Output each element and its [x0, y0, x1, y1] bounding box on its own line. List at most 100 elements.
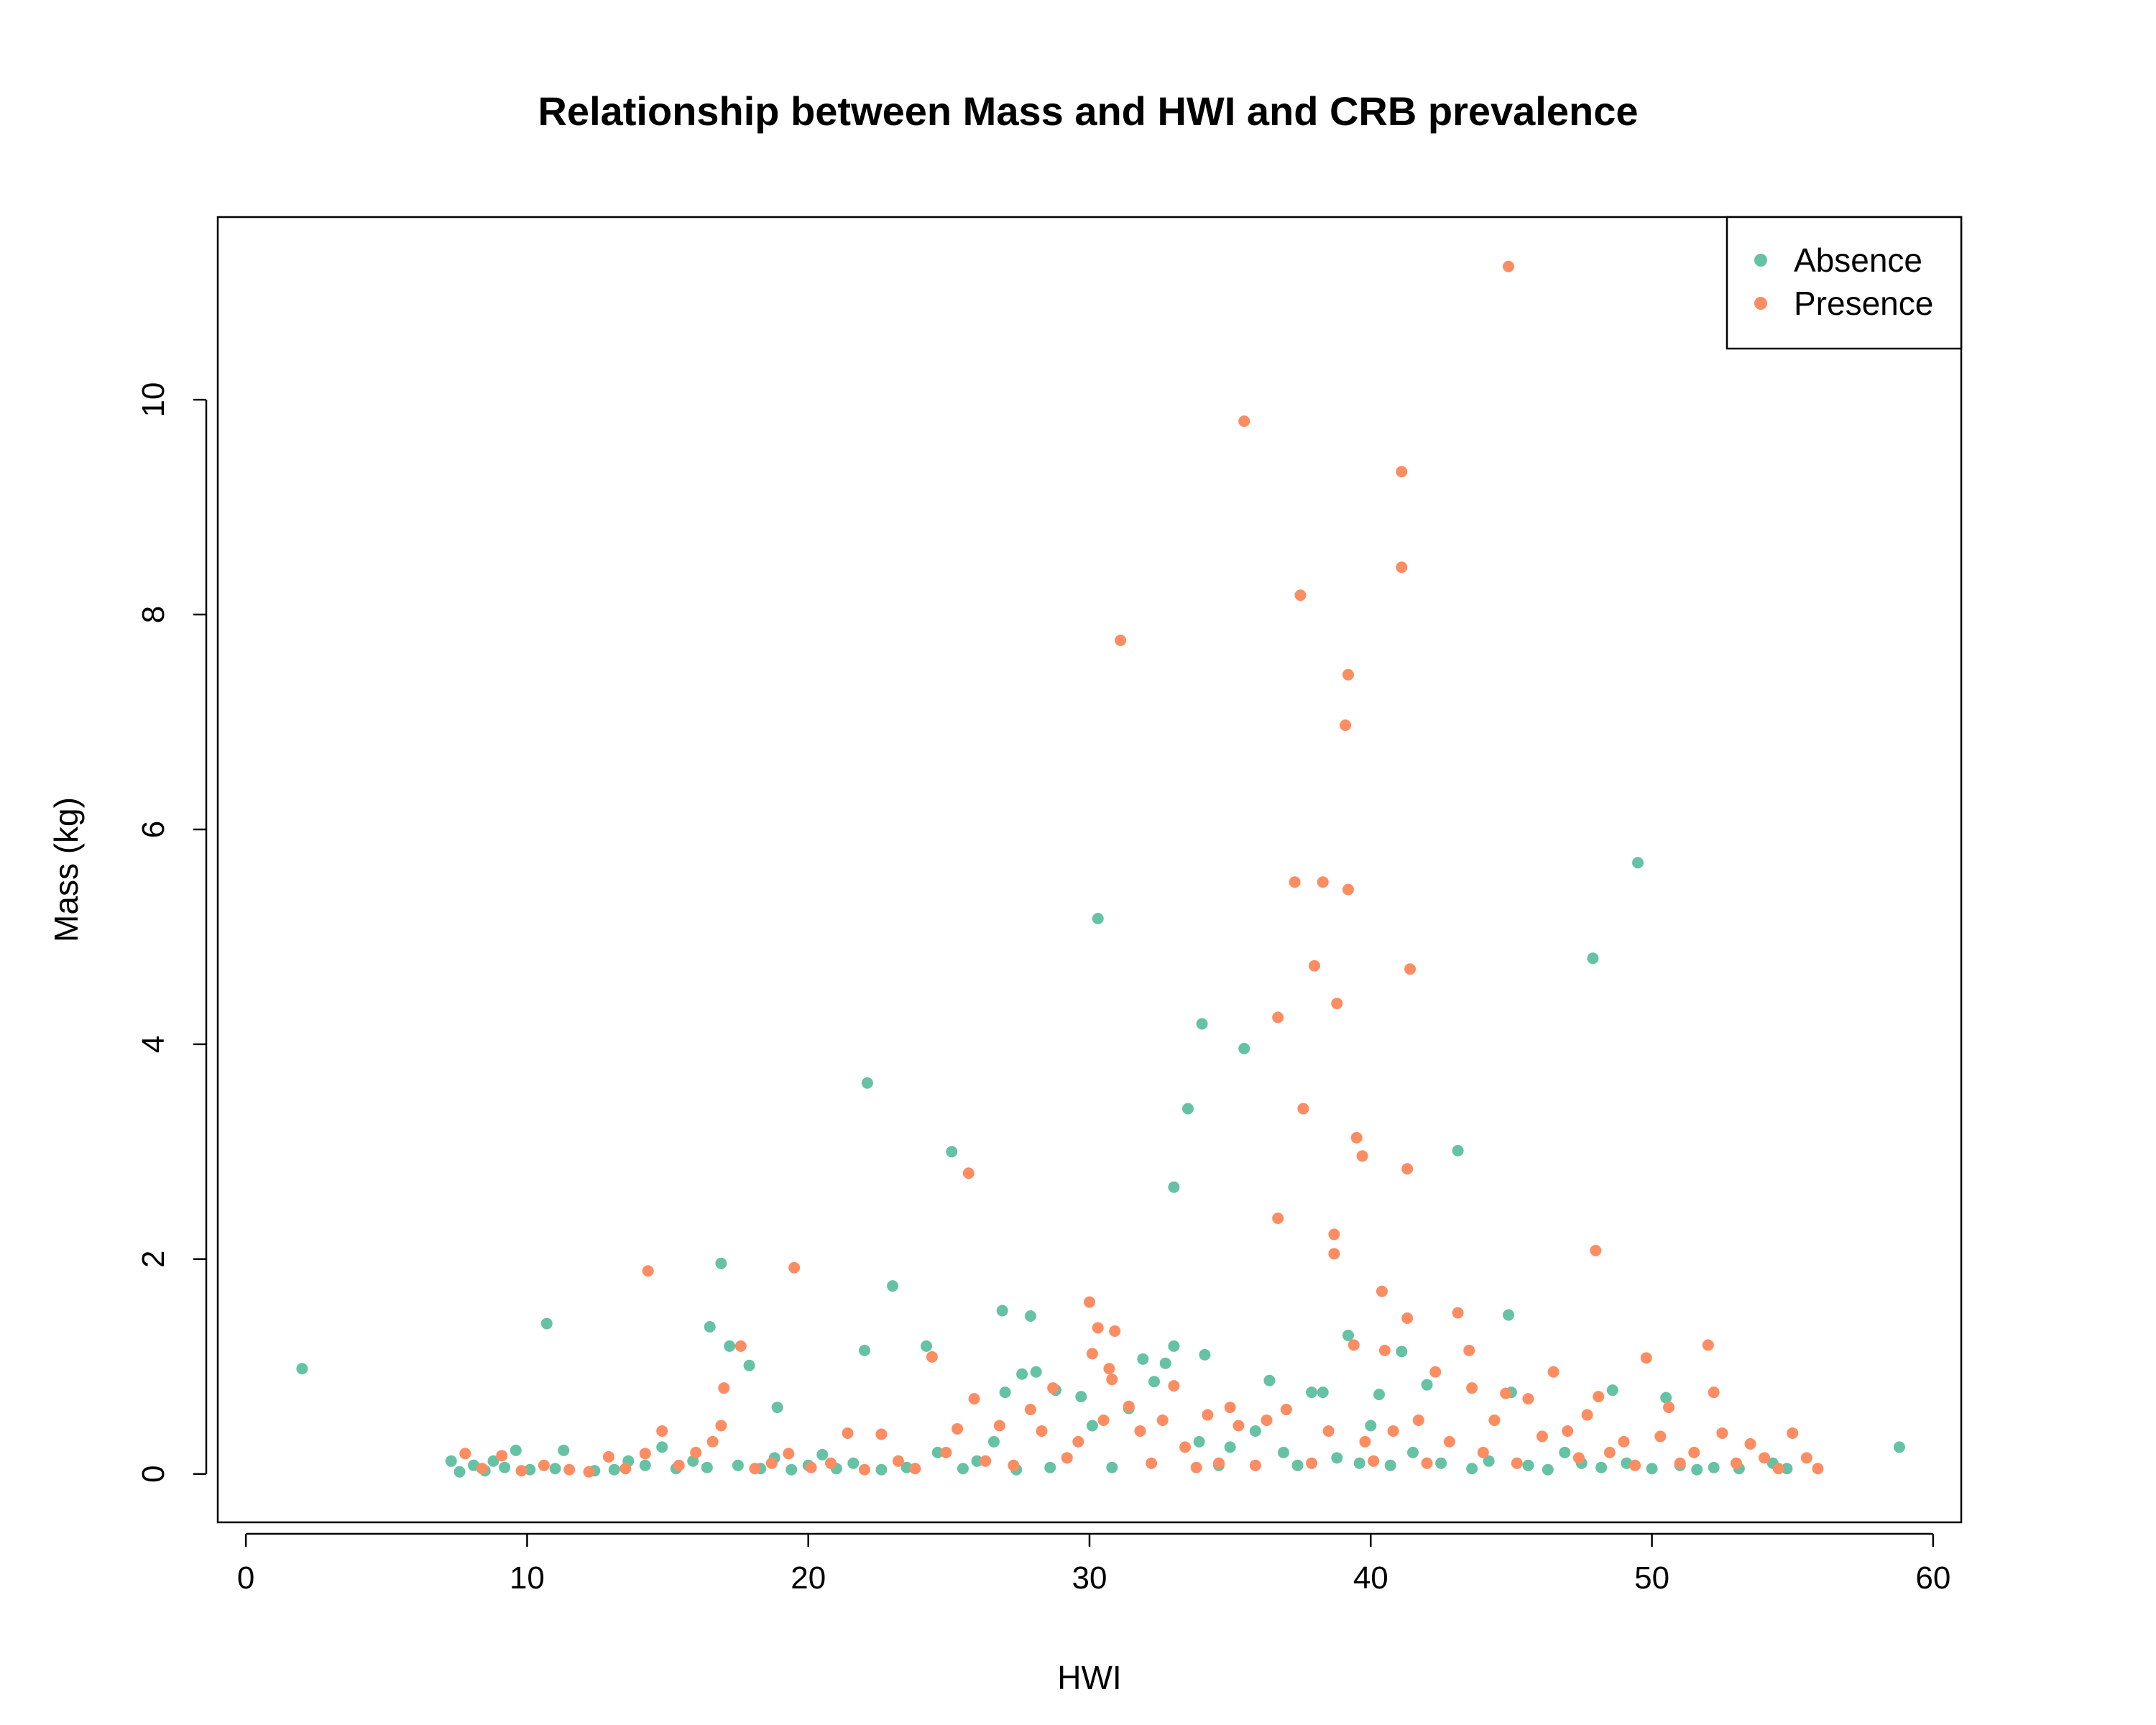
point-presence: [1179, 1441, 1192, 1453]
point-absence: [1406, 1446, 1419, 1458]
point-absence: [1086, 1420, 1098, 1432]
point-presence: [1629, 1459, 1641, 1471]
point-absence: [858, 1344, 870, 1356]
point-presence: [1092, 1322, 1104, 1334]
point-presence: [1800, 1452, 1812, 1464]
legend-marker-presence: [1754, 297, 1767, 310]
point-absence: [1893, 1441, 1905, 1453]
point-presence: [1463, 1344, 1475, 1356]
point-presence: [1443, 1435, 1455, 1448]
point-presence: [842, 1427, 854, 1439]
point-presence: [1787, 1427, 1799, 1439]
point-absence: [453, 1466, 466, 1478]
point-absence: [987, 1435, 1000, 1448]
point-absence: [549, 1463, 561, 1475]
point-absence: [1331, 1452, 1343, 1464]
point-absence: [1542, 1463, 1554, 1476]
point-presence: [1306, 1457, 1318, 1469]
data-points: [296, 260, 1905, 1478]
point-presence: [1224, 1402, 1236, 1414]
point-presence: [1688, 1446, 1700, 1458]
point-presence: [1359, 1435, 1371, 1448]
point-presence: [1674, 1457, 1686, 1469]
point-absence: [704, 1320, 716, 1333]
point-presence: [690, 1446, 702, 1458]
point-presence: [1086, 1348, 1098, 1360]
point-presence: [1663, 1402, 1675, 1414]
x-tick-label: 60: [1915, 1560, 1950, 1596]
point-presence: [602, 1450, 614, 1463]
point-absence: [847, 1457, 860, 1469]
point-absence: [1159, 1357, 1171, 1369]
point-presence: [1106, 1374, 1118, 1386]
point-presence: [1603, 1446, 1616, 1458]
point-absence: [510, 1444, 522, 1456]
legend-label-absence: Absence: [1794, 242, 1922, 279]
point-presence: [1396, 466, 1408, 478]
y-tick-label: 6: [136, 821, 171, 838]
point-presence: [1716, 1427, 1728, 1439]
point-presence: [1261, 1414, 1273, 1427]
point-presence: [1654, 1430, 1667, 1443]
y-tick-label: 0: [136, 1465, 171, 1482]
point-presence: [749, 1463, 761, 1475]
point-presence: [1024, 1404, 1036, 1416]
point-presence: [788, 1261, 801, 1274]
point-absence: [608, 1463, 620, 1476]
point-absence: [1587, 952, 1599, 965]
point-absence: [524, 1463, 536, 1476]
point-presence: [619, 1463, 632, 1475]
chart-title: Relationship between Mass and HWI and CR…: [538, 88, 1638, 134]
point-absence: [715, 1257, 727, 1269]
point-presence: [1547, 1366, 1560, 1378]
point-presence: [1249, 1459, 1261, 1471]
point-absence: [1199, 1348, 1211, 1361]
point-presence: [1084, 1296, 1095, 1308]
point-presence: [1168, 1380, 1180, 1392]
point-absence: [875, 1463, 888, 1476]
point-presence: [1156, 1414, 1169, 1427]
point-presence: [783, 1448, 795, 1460]
point-absence: [1781, 1463, 1793, 1475]
point-presence: [1466, 1382, 1478, 1394]
point-absence: [1306, 1386, 1318, 1399]
point-presence: [1401, 1312, 1414, 1325]
point-absence: [1595, 1461, 1608, 1473]
point-presence: [1331, 998, 1343, 1010]
point-absence: [1632, 857, 1644, 869]
point-presence: [1280, 1404, 1292, 1416]
point-presence: [1350, 1131, 1363, 1144]
point-absence: [1522, 1459, 1534, 1471]
point-presence: [1572, 1452, 1585, 1464]
point-presence: [459, 1448, 471, 1460]
point-presence: [1744, 1438, 1756, 1450]
point-absence: [1224, 1441, 1236, 1453]
point-absence: [296, 1363, 308, 1375]
point-presence: [980, 1455, 992, 1467]
x-tick-label: 20: [791, 1560, 826, 1596]
point-presence: [1072, 1435, 1084, 1448]
point-presence: [1342, 668, 1354, 681]
point-absence: [1503, 1309, 1515, 1321]
point-presence: [1123, 1400, 1135, 1412]
point-absence: [1291, 1459, 1304, 1471]
point-presence: [1317, 876, 1329, 888]
legend: Absence Presence: [1726, 216, 1963, 350]
point-absence: [1646, 1463, 1658, 1475]
point-presence: [1297, 1103, 1309, 1115]
point-absence: [1342, 1329, 1354, 1341]
point-presence: [1190, 1461, 1202, 1473]
point-absence: [996, 1305, 1008, 1317]
y-tick-label: 4: [136, 1036, 171, 1053]
point-absence: [732, 1459, 744, 1471]
point-absence: [1016, 1368, 1028, 1380]
point-presence: [656, 1425, 668, 1437]
point-presence: [1503, 260, 1515, 272]
x-tick-label: 0: [237, 1560, 254, 1596]
legend-label-presence: Presence: [1794, 285, 1933, 322]
point-presence: [1404, 963, 1416, 975]
point-presence: [1759, 1452, 1771, 1464]
point-presence: [1103, 1363, 1115, 1375]
point-absence: [445, 1455, 457, 1467]
point-absence: [639, 1459, 651, 1471]
